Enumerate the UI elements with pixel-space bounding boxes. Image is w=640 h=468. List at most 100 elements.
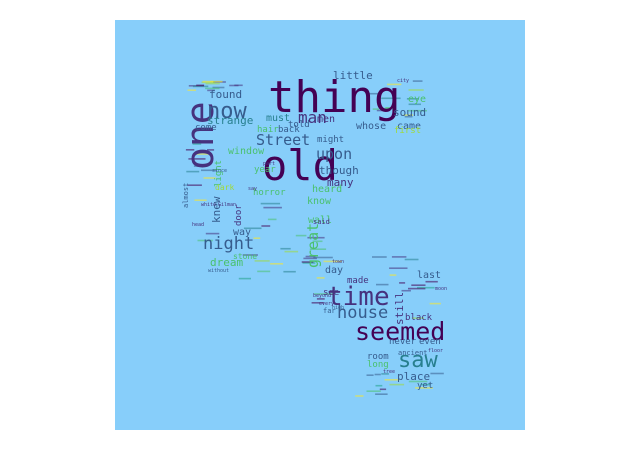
- word-since: since: [212, 168, 227, 174]
- word-beyond: beyond: [313, 293, 331, 299]
- word-year: year: [254, 165, 276, 175]
- word-found: found: [209, 88, 242, 101]
- filler-mark: [280, 247, 291, 250]
- filler-mark: [415, 387, 433, 389]
- filler-mark: [260, 202, 281, 205]
- word-come: come: [195, 123, 217, 133]
- filler-mark: [261, 225, 271, 227]
- filler-mark: [411, 317, 424, 319]
- word-never: never: [389, 337, 417, 347]
- filler-mark: [381, 373, 389, 375]
- word-door: door: [234, 204, 244, 226]
- word-moon: moon: [435, 286, 447, 292]
- word-stone: stone: [233, 252, 257, 261]
- filler-mark: [408, 103, 421, 106]
- word-whose: whose: [356, 121, 386, 132]
- filler-mark: [196, 84, 205, 87]
- word-white: white: [201, 202, 216, 208]
- word-cloud-filler: [185, 80, 444, 397]
- word-city: city: [397, 78, 409, 84]
- word-thing: thing: [268, 72, 400, 123]
- filler-mark: [411, 284, 426, 286]
- filler-mark: [425, 280, 438, 283]
- filler-mark: [366, 374, 374, 376]
- filler-mark: [187, 89, 196, 91]
- filler-mark: [243, 227, 262, 230]
- filler-mark: [389, 267, 408, 269]
- word-every: every: [319, 301, 334, 307]
- word-knew: knew: [210, 196, 223, 223]
- filler-mark: [376, 283, 389, 286]
- filler-mark: [429, 302, 441, 305]
- word-saw: saw: [398, 348, 438, 373]
- word-hair: hair: [257, 125, 279, 135]
- filler-mark: [403, 114, 414, 116]
- filler-mark: [207, 149, 215, 151]
- filler-mark: [355, 395, 364, 397]
- word-gilman: Gilman: [218, 202, 236, 208]
- filler-mark: [412, 80, 423, 82]
- filler-mark: [295, 234, 307, 237]
- word-dark: dark: [215, 183, 234, 192]
- word-black: black: [405, 313, 433, 323]
- filler-mark: [384, 379, 400, 381]
- filler-mark: [408, 287, 426, 290]
- filler-mark: [389, 383, 405, 386]
- filler-mark: [313, 293, 333, 295]
- filler-mark: [194, 199, 207, 201]
- filler-mark: [404, 115, 413, 118]
- filler-mark: [401, 289, 411, 292]
- filler-mark: [238, 277, 251, 280]
- word-eye: eye: [408, 94, 426, 105]
- filler-mark: [316, 277, 325, 279]
- filler-mark: [313, 256, 333, 259]
- word-head: head: [192, 222, 204, 228]
- filler-mark: [301, 261, 314, 263]
- filler-mark: [323, 260, 342, 263]
- word-wall: wall: [308, 215, 332, 226]
- filler-mark: [185, 149, 195, 151]
- word-say: say: [248, 186, 257, 192]
- word-high: high: [332, 305, 344, 311]
- word-horror: horror: [253, 188, 286, 198]
- word-street: Street: [256, 131, 310, 149]
- word-came: came: [397, 121, 421, 132]
- filler-mark: [374, 373, 381, 376]
- word-still: still: [393, 292, 406, 325]
- word-great: great: [304, 223, 322, 268]
- filler-mark: [195, 153, 209, 155]
- word-one: one: [178, 101, 222, 170]
- filler-mark: [366, 92, 380, 95]
- filler-mark: [366, 390, 381, 392]
- word-cloud-background: [115, 20, 525, 430]
- word-tree: tree: [383, 369, 395, 375]
- filler-mark: [284, 250, 299, 253]
- word-heard: heard: [312, 184, 342, 195]
- word-window: window: [228, 146, 265, 157]
- word-seemed: seemed: [355, 317, 445, 346]
- filler-mark: [312, 240, 323, 243]
- filler-mark: [210, 80, 223, 83]
- filler-mark: [408, 89, 424, 91]
- filler-mark: [193, 165, 201, 167]
- word-ancient: ancient: [398, 349, 428, 357]
- filler-mark: [205, 82, 220, 85]
- filler-mark: [270, 263, 284, 265]
- word-upon: upon: [316, 145, 352, 163]
- filler-mark: [197, 239, 213, 242]
- word-part: part: [263, 161, 275, 167]
- filler-mark: [307, 236, 325, 239]
- filler-mark: [372, 256, 387, 258]
- word-told: told: [288, 120, 310, 130]
- filler-mark: [254, 260, 270, 262]
- word-house: house: [337, 303, 388, 323]
- word-know: know: [307, 196, 332, 207]
- filler-mark: [309, 248, 327, 250]
- filler-mark: [253, 237, 261, 239]
- filler-mark: [375, 384, 383, 387]
- word-room: room: [367, 352, 389, 362]
- word-light: light: [214, 160, 224, 187]
- filler-mark: [417, 286, 435, 289]
- filler-mark: [229, 84, 239, 87]
